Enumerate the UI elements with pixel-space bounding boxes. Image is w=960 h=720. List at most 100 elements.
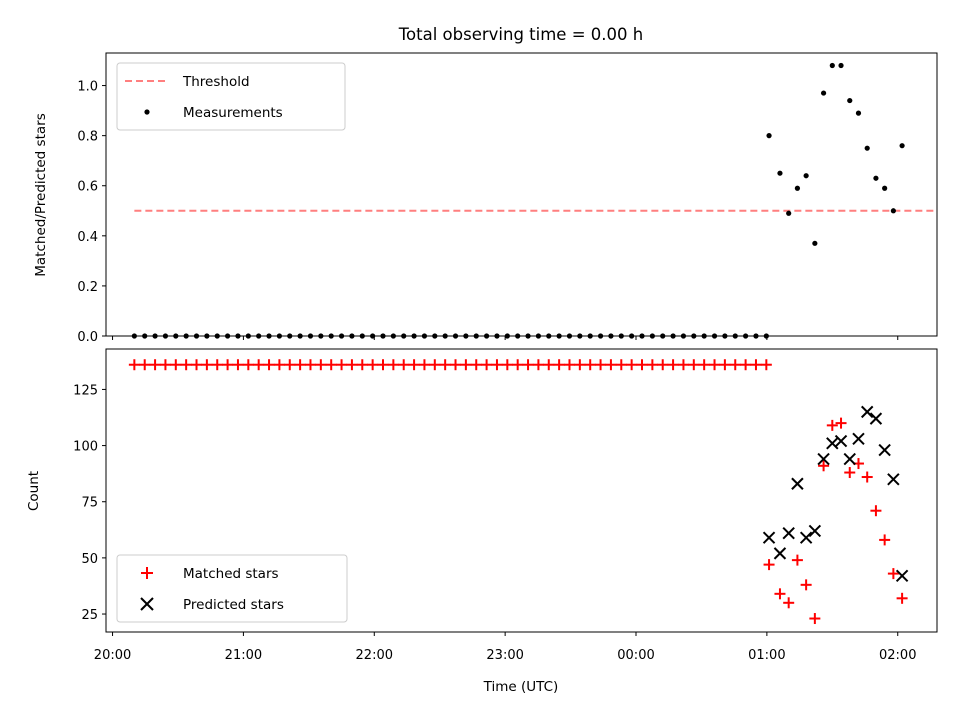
matched-star-point: [605, 359, 617, 371]
matched-star-point: [844, 467, 856, 479]
matched-star-point: [439, 359, 451, 371]
measurement-point: [794, 185, 801, 191]
chart-title: Total observing time = 0.00 h: [398, 25, 643, 44]
predicted-star-point: [887, 473, 900, 486]
matched-star-point: [159, 359, 171, 371]
matched-star-point: [450, 359, 462, 371]
top-plot-frame: [105, 52, 938, 337]
matched-star-point: [563, 359, 575, 371]
top-ytick-label: 0.2: [77, 280, 98, 295]
matched-star-point: [460, 359, 472, 371]
matched-star-point: [294, 359, 306, 371]
matched-star-point: [800, 579, 812, 591]
matched-star-point: [408, 359, 420, 371]
matched-star-point: [387, 359, 399, 371]
matched-star-point: [783, 597, 795, 609]
matched-star-point: [191, 359, 203, 371]
matched-star-point: [418, 359, 430, 371]
predicted-star-point: [860, 405, 874, 419]
measurement-point: [777, 170, 783, 176]
matched-star-point: [698, 359, 710, 371]
matched-star-point: [809, 613, 821, 625]
top-ytick-label: 0.0: [77, 330, 98, 345]
top-y-ticks: 0.0 0.2 0.4 0.6 0.8 1.0: [77, 80, 106, 345]
bottom-data-marks: [128, 359, 909, 625]
matched-star-point: [677, 359, 689, 371]
matched-star-point: [879, 534, 891, 546]
measurement-point: [838, 62, 844, 69]
measurement-point: [873, 175, 879, 181]
measurement-point: [899, 143, 905, 149]
matched-star-point: [211, 359, 223, 371]
matched-star-point: [201, 359, 213, 371]
bottom-panel: Count Time (UTC) 25 50 75 100 125 20:00 21:00…: [26, 348, 938, 695]
xtick-label: 22:00: [356, 648, 393, 663]
predicted-star-point: [762, 531, 776, 544]
matched-star-point: [657, 359, 669, 371]
top-data-marks: [131, 62, 935, 339]
matched-star-point: [553, 359, 565, 371]
matched-star-point: [315, 359, 327, 371]
matched-star-point: [791, 554, 803, 566]
measurement-point: [803, 173, 809, 179]
top-ytick-label: 0.4: [77, 230, 98, 245]
matched-star-point: [284, 359, 296, 371]
matched-star-point: [304, 359, 316, 371]
top-ytick-label: 0.6: [77, 180, 98, 195]
matched-star-point: [336, 359, 348, 371]
measurement-point: [855, 110, 862, 116]
matched-star-point: [522, 359, 534, 371]
matched-star-point: [896, 592, 908, 604]
bottom-y-ticks: 25 50 75 100 125: [73, 383, 106, 623]
measurement-point: [847, 97, 853, 104]
matched-star-point: [170, 359, 182, 371]
matched-star-point: [377, 359, 389, 371]
bottom-x-ticks: 20:00 21:00 22:00 23:00 00:00 01:00 02:00: [94, 632, 916, 663]
measurement-point: [786, 210, 792, 216]
matched-star-point: [818, 460, 830, 472]
bottom-ytick-label: 75: [81, 496, 98, 511]
matched-star-point: [501, 359, 513, 371]
legend-threshold-label: Threshold: [182, 74, 250, 90]
bottom-plot-frame: [105, 348, 938, 633]
matched-star-point: [584, 359, 596, 371]
matched-star-point: [532, 359, 544, 371]
matched-star-point: [398, 359, 410, 371]
bottom-legend-box: [116, 554, 348, 623]
matched-star-point: [481, 359, 493, 371]
matched-star-point: [263, 359, 275, 371]
matched-star-point: [870, 505, 882, 517]
top-ytick-label: 1.0: [77, 80, 98, 95]
xtick-label: 02:00: [879, 648, 916, 663]
matched-star-point: [774, 588, 786, 600]
matched-star-point: [688, 359, 700, 371]
bottom-y-axis-label: Count: [26, 471, 42, 511]
matched-star-point: [636, 359, 648, 371]
predicted-star-point: [834, 434, 848, 448]
matched-star-point: [356, 359, 368, 371]
predicted-star-point: [808, 524, 822, 538]
predicted-star-point: [895, 569, 909, 583]
predicted-star-point: [773, 547, 787, 560]
xtick-label: 21:00: [225, 648, 262, 663]
bottom-ytick-label: 125: [73, 383, 98, 398]
predicted-star-point: [843, 452, 856, 466]
xtick-label: 01:00: [748, 648, 785, 663]
measurement-point: [882, 185, 888, 191]
xtick-label: 00:00: [617, 648, 654, 663]
top-panel: Total observing time = 0.00 h Matched/Pr…: [33, 25, 938, 345]
matched-star-point: [763, 559, 775, 571]
legend-measurements-label: Measurements: [183, 105, 283, 121]
matched-star-point: [222, 359, 234, 371]
matched-star-point: [826, 419, 838, 431]
matched-star-point: [491, 359, 503, 371]
matched-star-point: [128, 359, 140, 371]
predicted-star-point: [852, 432, 865, 446]
matched-star-point: [470, 359, 482, 371]
predicted-star-point: [817, 452, 830, 466]
matched-star-point: [149, 359, 161, 371]
predicted-star-point: [782, 526, 795, 540]
matched-star-point: [512, 359, 524, 371]
matched-star-point: [760, 359, 772, 371]
